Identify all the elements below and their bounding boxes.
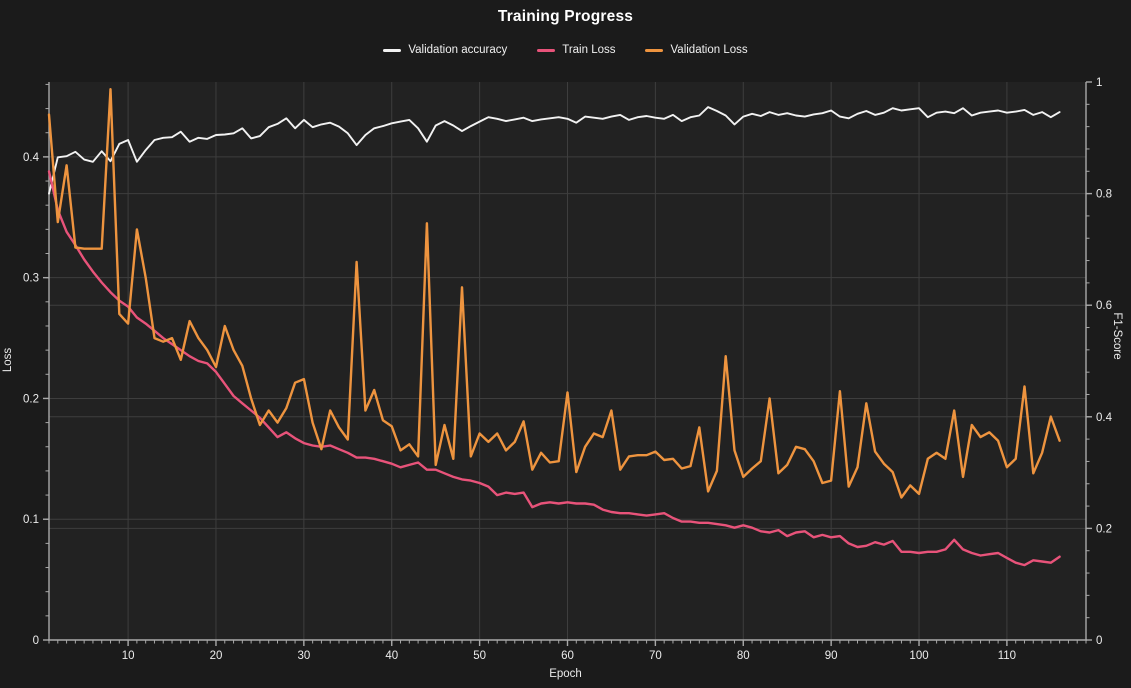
x-tick-label: 30	[297, 650, 310, 662]
y-left-tick-label: 0.2	[23, 393, 39, 405]
y-left-tick-label: 0	[33, 635, 39, 647]
y-axis-right-title: F1-Score	[1111, 312, 1123, 360]
x-tick-label: 80	[737, 650, 750, 662]
chart-title: Training Progress	[497, 8, 634, 25]
train-loss-swatch-icon	[537, 48, 556, 52]
validation-loss-swatch-icon	[645, 48, 664, 52]
x-tick-label: 90	[825, 650, 838, 662]
legend-label: Validation accuracy	[408, 44, 508, 56]
y-right-tick-label: 0.4	[1096, 412, 1113, 424]
legend-label: Validation Loss	[670, 44, 748, 56]
y-axis-left-title: Loss	[2, 347, 14, 373]
series-line-train-loss	[47, 170, 1061, 567]
y-left-tick-label: 0.1	[23, 514, 39, 526]
series-line-validation-loss	[47, 87, 1061, 499]
x-axis-title: Epoch	[549, 668, 582, 680]
x-tick-label: 60	[561, 650, 574, 662]
series-line-validation-accuracy	[48, 106, 1061, 195]
legend-item-validation-accuracy: Validation accuracy	[383, 44, 507, 56]
y-right-tick-label: 1	[1096, 77, 1102, 89]
y-left-tick-label: 0.3	[23, 273, 39, 285]
x-tick-label: 70	[649, 650, 662, 662]
x-tick-label: 100	[909, 650, 928, 662]
y-right-tick-label: 0.6	[1096, 300, 1112, 312]
legend-item-train-loss: Train Loss	[537, 44, 615, 56]
x-tick-label: 50	[473, 650, 486, 662]
y-left-tick-label: 0.4	[23, 152, 40, 164]
x-tick-label: 10	[122, 650, 135, 662]
y-right-tick-label: 0	[1096, 635, 1102, 647]
y-right-tick-label: 0.8	[1096, 189, 1112, 201]
legend-item-validation-loss: Validation Loss	[645, 44, 748, 56]
x-tick-label: 20	[210, 650, 223, 662]
validation-accuracy-swatch-icon	[383, 48, 402, 52]
chart-legend: Validation accuracy Train Loss Validatio…	[0, 44, 1131, 56]
x-tick-label: 110	[998, 650, 1016, 662]
legend-label: Train Loss	[562, 44, 616, 56]
x-tick-label: 40	[385, 650, 398, 662]
y-right-tick-label: 0.2	[1096, 523, 1112, 535]
